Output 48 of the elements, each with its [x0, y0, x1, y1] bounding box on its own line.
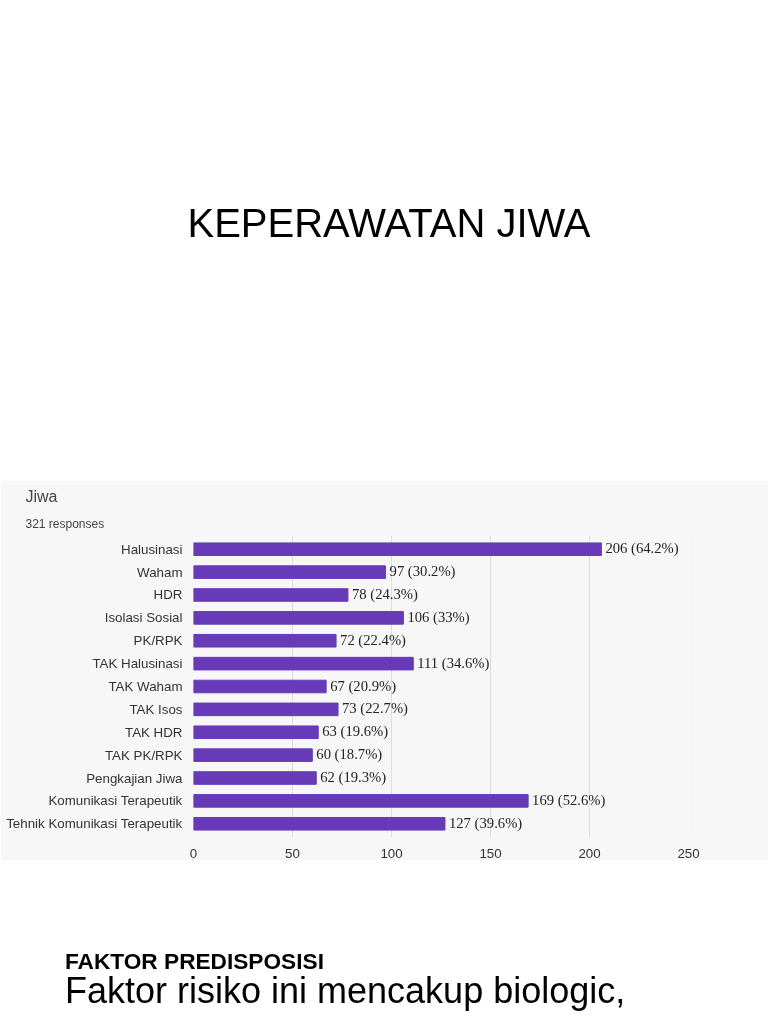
y-tick-label: TAK Halusinasi	[92, 656, 183, 672]
text: Jiwa	[25, 487, 58, 505]
data-label: 106 (33%)	[407, 608, 470, 626]
bar	[193, 565, 387, 579]
x-tick-label: 50	[285, 845, 300, 861]
y-tick-label: Halusinasi	[121, 541, 183, 557]
data-label: 97 (30.2%)	[389, 563, 456, 581]
y-tick-label: Waham	[137, 564, 183, 580]
bar	[193, 794, 529, 808]
y-tick-label: TAK Waham	[108, 679, 183, 694]
bar	[193, 702, 339, 717]
y-tick-label: TAK PK/RPK	[104, 747, 183, 763]
data-label: 73 (22.7%)	[342, 700, 409, 718]
data-label: 72 (22.4%)	[340, 631, 407, 649]
bar	[193, 656, 414, 671]
y-tick-label: Komunikasi Terapeutik	[48, 793, 183, 809]
bar	[193, 771, 317, 785]
bar	[193, 633, 337, 648]
data-label: 63 (19.6%)	[322, 723, 389, 741]
y-tick-label: Isolasi Sosial	[104, 610, 183, 626]
y-tick-label: TAK Isos	[129, 701, 183, 717]
bar	[193, 679, 327, 694]
x-tick-label: 0	[189, 845, 198, 861]
x-tick-label: 200	[578, 845, 601, 861]
bar	[193, 611, 404, 625]
data-label: 60 (18.7%)	[316, 746, 383, 764]
bar	[193, 542, 602, 557]
y-tick-label: TAK HDR	[124, 724, 183, 740]
data-label: 78 (24.3%)	[351, 585, 418, 603]
y-tick-label: Tehnik Komunikasi Terapeutik	[6, 816, 183, 832]
bar	[193, 588, 349, 602]
bar	[193, 725, 319, 740]
data-label: 127 (39.6%)	[448, 814, 523, 832]
x-tick-label: 250	[677, 845, 700, 861]
y-tick-label: Pengkajian Jiwa	[86, 770, 184, 786]
x-tick-label: 150	[479, 845, 502, 861]
data-label: 62 (19.3%)	[320, 769, 387, 787]
data-label: 111 (34.6%)	[417, 654, 490, 672]
y-tick-label: PK/RPK	[133, 633, 183, 649]
y-tick-label: HDR	[153, 587, 183, 603]
data-label: 206 (64.2%)	[605, 540, 679, 558]
text: 321 responses	[25, 516, 105, 531]
data-label: 67 (20.9%)	[330, 677, 397, 695]
bar	[193, 816, 446, 831]
data-label: 169 (52.6%)	[532, 791, 606, 809]
text: KEPERAWATAN JIWA	[186, 200, 592, 247]
bar	[193, 748, 313, 762]
x-tick-label: 100	[380, 845, 403, 861]
